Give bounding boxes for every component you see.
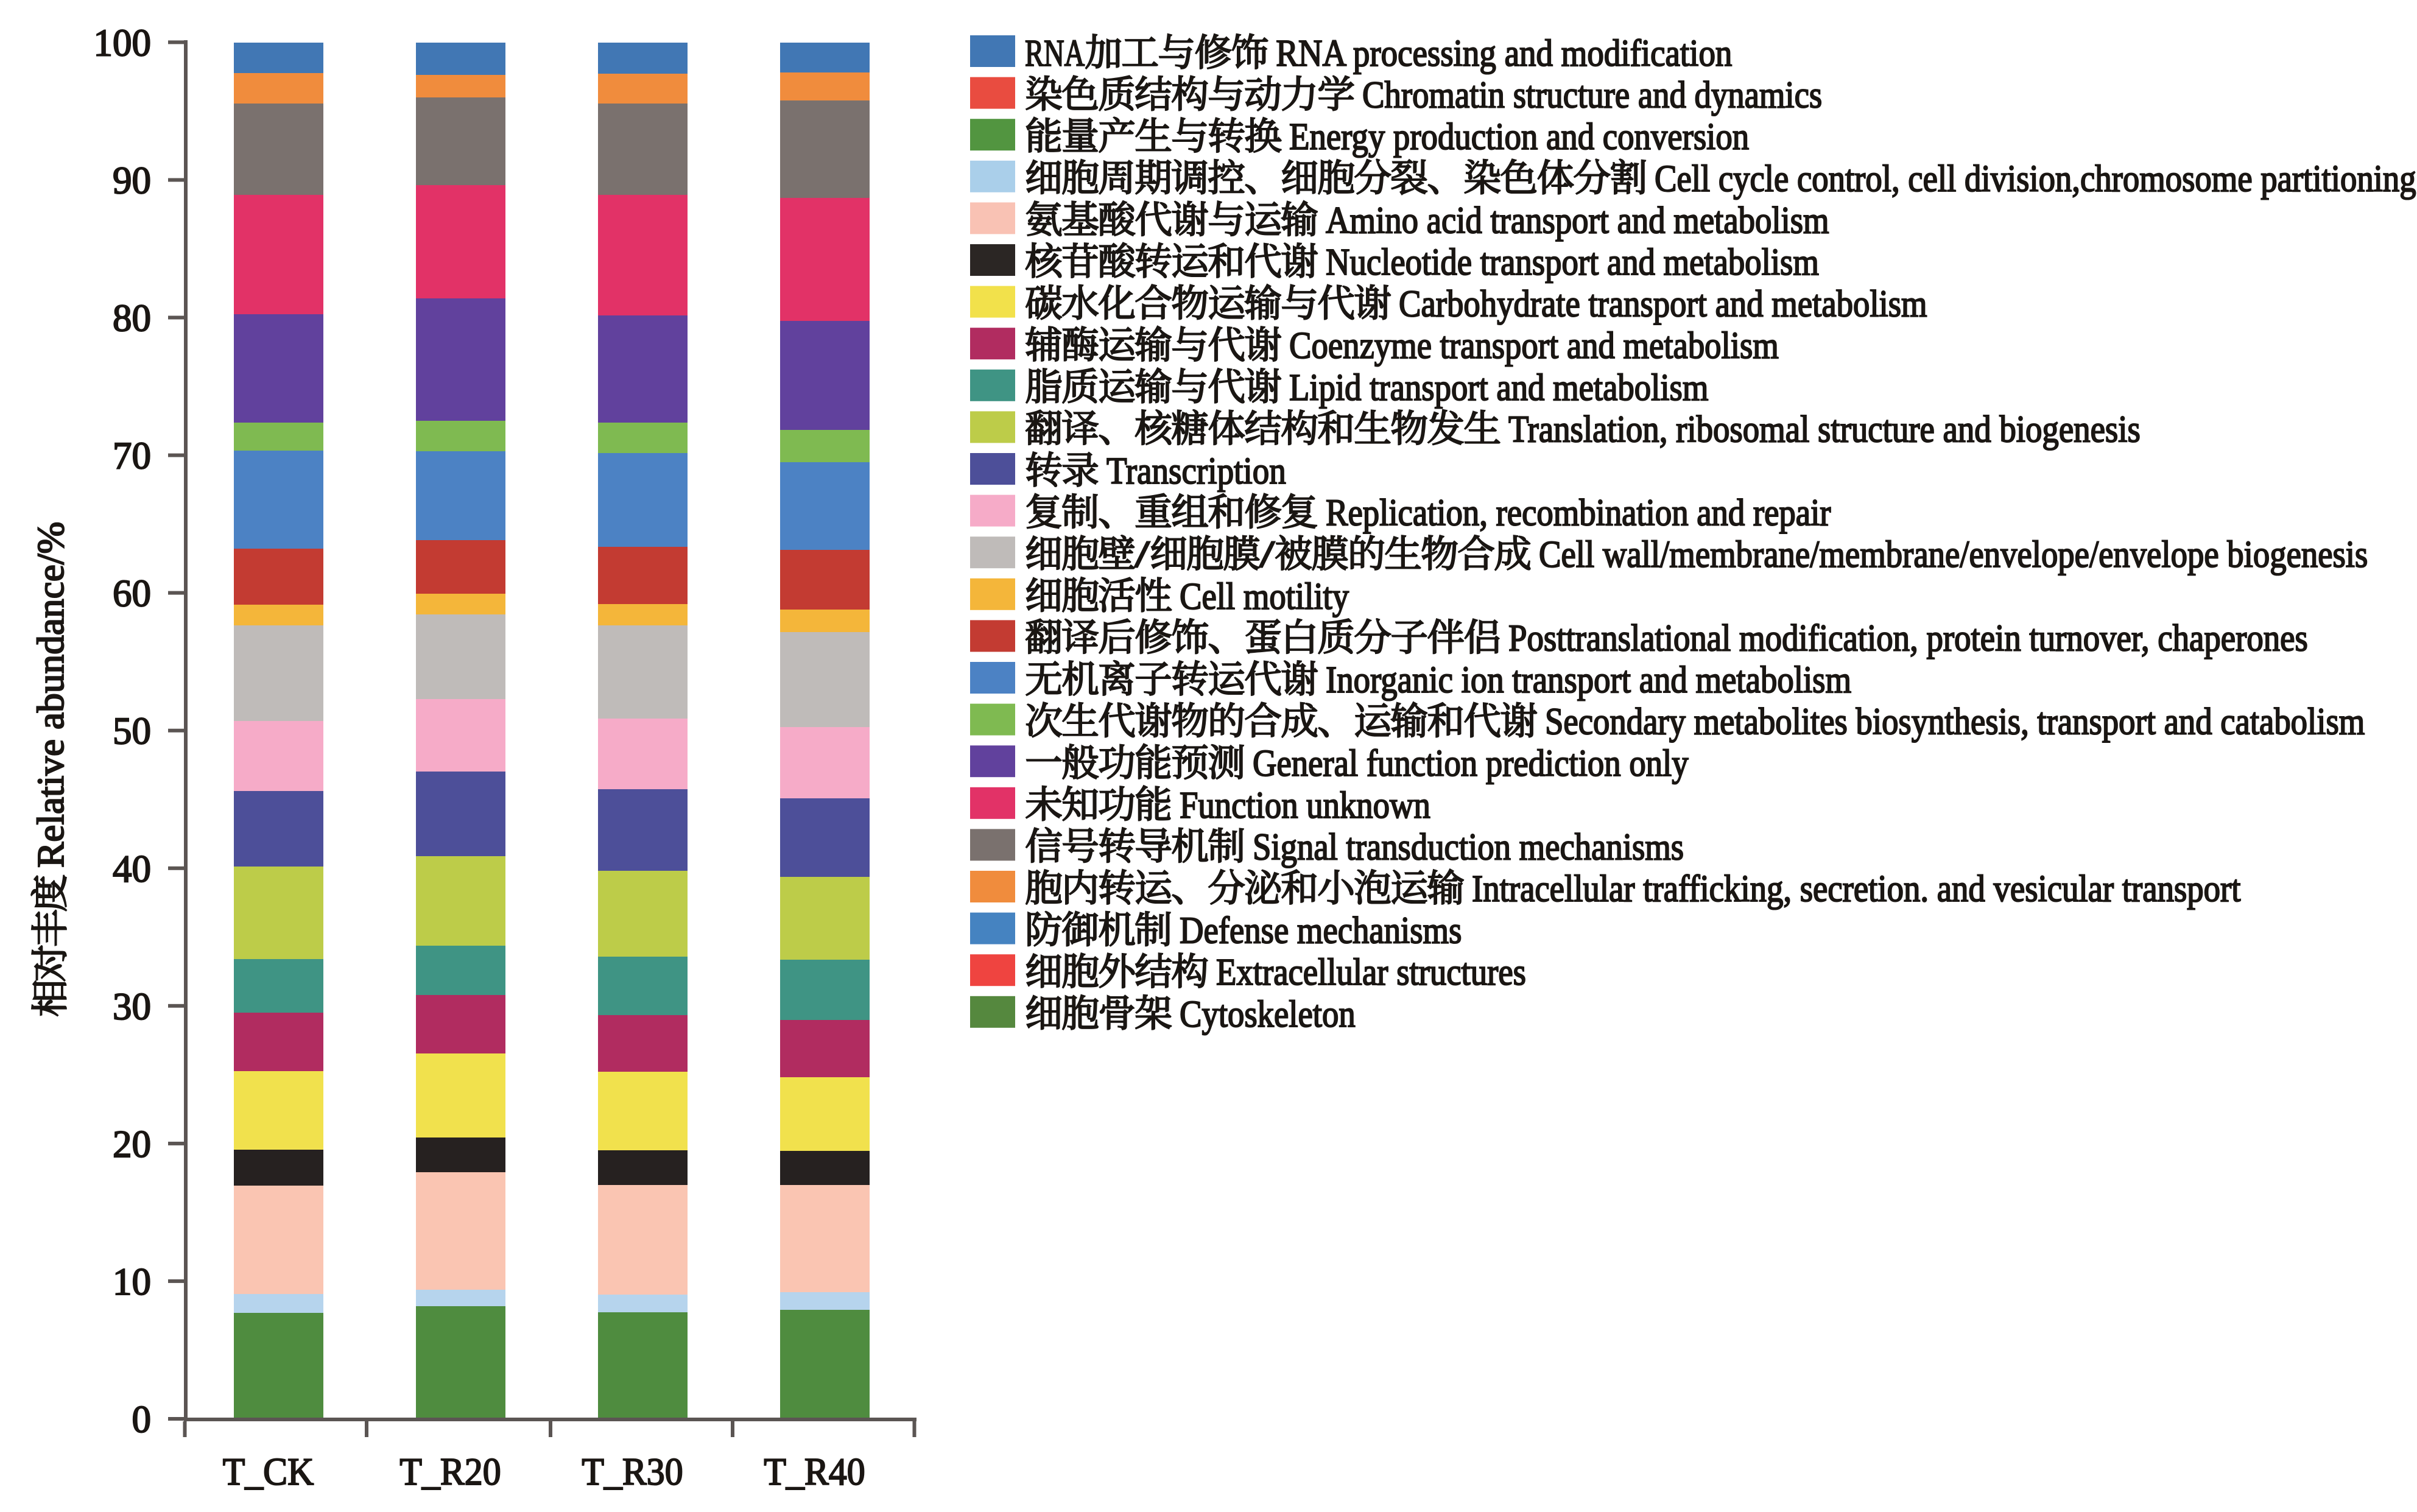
svg-text:Posttranslational modification: Posttranslational modification, protein … — [1508, 617, 2308, 659]
svg-text:100: 100 — [94, 21, 152, 64]
svg-text:Amino acid transport and metab: Amino acid transport and metabolism — [1326, 200, 1829, 241]
svg-text:80: 80 — [113, 297, 151, 340]
svg-text:Lipid transport and metabolism: Lipid transport and metabolism — [1289, 367, 1708, 409]
svg-text:Replication, recombination and: Replication, recombination and repair — [1326, 493, 1831, 534]
svg-text:Cytoskeleton: Cytoskeleton — [1180, 994, 1356, 1035]
svg-text:30: 30 — [113, 985, 151, 1028]
svg-text:Intracellular trafficking, sec: Intracellular trafficking, secretion. an… — [1472, 868, 2241, 910]
svg-text:Cell motility: Cell motility — [1180, 576, 1349, 617]
svg-text:0: 0 — [132, 1398, 152, 1441]
svg-text:Cell wall/membrane/membrane/en: Cell wall/membrane/membrane/envelope/env… — [1539, 534, 2368, 575]
svg-text:T_R40: T_R40 — [764, 1450, 865, 1493]
svg-text:Coenzyme transport and metabol: Coenzyme transport and metabolism — [1289, 325, 1779, 367]
svg-text:Translation, ribosomal structu: Translation, ribosomal structure and bio… — [1508, 409, 2141, 450]
svg-text:/: / — [1259, 534, 1275, 575]
svg-text:40: 40 — [113, 848, 151, 890]
svg-text:Function unknown: Function unknown — [1180, 785, 1430, 826]
svg-text:Inorganic ion transport and me: Inorganic ion transport and metabolism — [1326, 659, 1851, 701]
svg-text:RNA processing and modificatio: RNA processing and modification — [1276, 33, 1732, 74]
svg-text:70: 70 — [113, 435, 151, 477]
svg-text:Secondary metabolites biosynth: Secondary metabolites biosynthesis, tran… — [1545, 701, 2365, 743]
svg-text:Relative abundance/%: Relative abundance/% — [30, 522, 72, 868]
svg-text:Defense mechanisms: Defense mechanisms — [1180, 910, 1462, 952]
svg-text:Transcription: Transcription — [1106, 451, 1286, 492]
svg-text:Carbohydrate transport and met: Carbohydrate transport and metabolism — [1399, 284, 1927, 325]
svg-text:T_CK: T_CK — [223, 1450, 314, 1493]
svg-text:20: 20 — [113, 1123, 151, 1166]
svg-text:Nucleotide transport and metab: Nucleotide transport and metabolism — [1326, 242, 1819, 283]
svg-text:General function prediction on: General function prediction only — [1253, 743, 1689, 784]
svg-text:Extracellular structures: Extracellular structures — [1216, 952, 1526, 993]
svg-text:50: 50 — [113, 710, 151, 753]
svg-text:Energy production and conversi: Energy production and conversion — [1289, 116, 1749, 158]
svg-text:90: 90 — [113, 160, 151, 202]
svg-text:T_R20: T_R20 — [399, 1450, 501, 1493]
svg-text:Cell cycle control, cell divis: Cell cycle control, cell division,chromo… — [1655, 158, 2416, 200]
svg-text:Chromatin structure and dynami: Chromatin structure and dynamics — [1362, 75, 1822, 116]
svg-text:RNA: RNA — [1025, 33, 1085, 74]
svg-text:/: / — [1135, 534, 1150, 575]
svg-text:T_R30: T_R30 — [582, 1450, 683, 1493]
svg-text:Signal transduction mechanisms: Signal transduction mechanisms — [1253, 826, 1684, 868]
svg-text:60: 60 — [113, 572, 151, 615]
svg-text:10: 10 — [113, 1261, 151, 1303]
